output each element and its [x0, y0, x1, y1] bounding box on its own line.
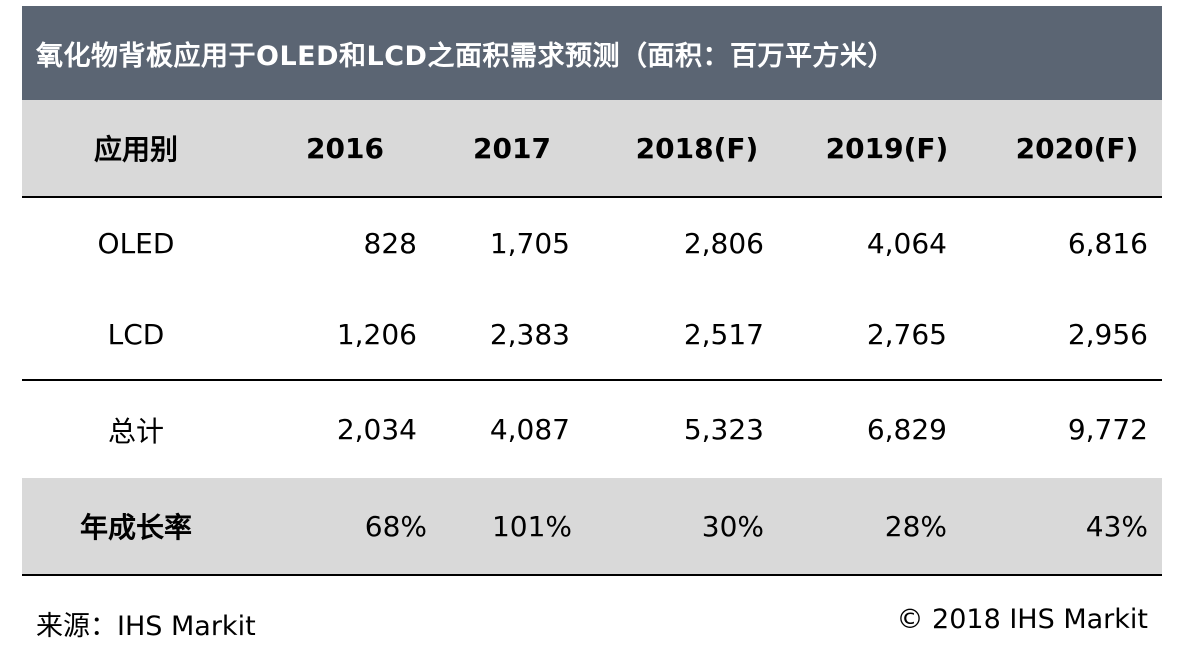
cell-2018: 30% [701, 509, 764, 543]
cell-2017: 101% [491, 509, 572, 543]
divider-rule [22, 379, 1162, 381]
title-bar: 氧化物背板应用于OLED和LCD之面积需求预测（面积：百万平方米） [22, 6, 1162, 100]
cell-2016: 2,034 [336, 413, 417, 446]
table-row-total: 总计 2,034 4,087 5,323 6,829 9,772 [22, 381, 1162, 478]
cell-2017: 4,087 [489, 413, 570, 446]
header-year-2016: 2016 [306, 131, 384, 165]
header-row: 应用别 2016 2017 2018(F) 2019(F) 2020(F) [22, 100, 1162, 198]
table-row-lcd: LCD 1,206 2,383 2,517 2,765 2,956 [22, 288, 1162, 380]
cell-2016: 68% [364, 509, 427, 543]
cell-2018: 2,806 [683, 226, 764, 260]
row-label: 年成长率 [79, 511, 192, 544]
table-row-oled: OLED 828 1,705 2,806 4,064 6,816 [22, 198, 1162, 288]
cell-2019: 2,765 [866, 317, 947, 351]
header-year-2018: 2018(F) [635, 131, 759, 165]
cell-2019: 6,829 [866, 413, 947, 446]
header-year-2020: 2020(F) [1015, 131, 1139, 165]
cell-2020: 6,816 [1067, 226, 1148, 260]
cell-2019: 4,064 [866, 226, 947, 260]
cell-2019: 28% [884, 509, 947, 543]
table-row-growth: 年成长率 68% 101% 30% 28% 43% [22, 478, 1162, 576]
cell-2016: 1,206 [336, 317, 417, 351]
row-label: 总计 [107, 414, 164, 448]
header-year-2017: 2017 [473, 131, 551, 165]
table-title: 氧化物背板应用于OLED和LCD之面积需求预测（面积：百万平方米） [36, 40, 895, 72]
cell-2020: 43% [1085, 509, 1148, 543]
row-label: OLED [97, 226, 175, 260]
copyright-note: © 2018 IHS Markit [896, 604, 1148, 635]
cell-2018: 2,517 [683, 317, 764, 351]
cell-2020: 9,772 [1067, 413, 1148, 446]
cell-2018: 5,323 [683, 413, 764, 446]
header-year-2019: 2019(F) [825, 131, 949, 165]
cell-2020: 2,956 [1067, 317, 1148, 351]
row-label: LCD [107, 317, 165, 351]
header-category: 应用别 [93, 133, 178, 166]
cell-2017: 1,705 [489, 226, 570, 260]
source-note: 来源：IHS Markit [36, 611, 256, 642]
cell-2017: 2,383 [489, 317, 570, 351]
cell-2016: 828 [363, 226, 417, 260]
